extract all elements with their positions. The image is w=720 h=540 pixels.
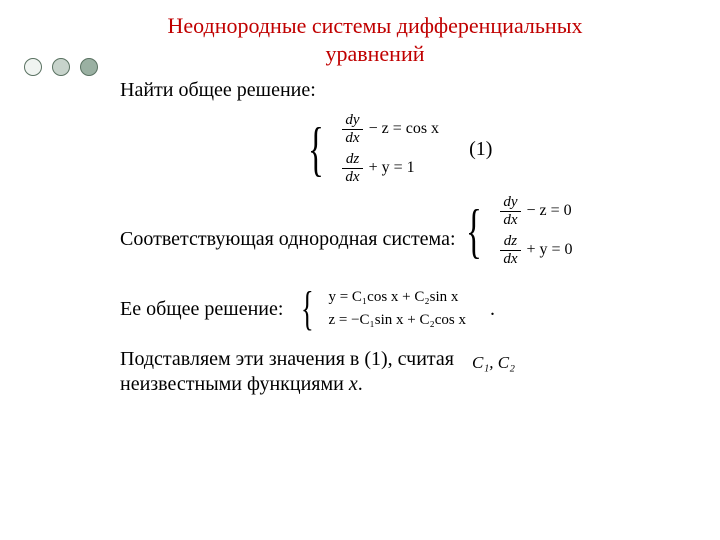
left-brace-icon: {: [466, 213, 482, 249]
eq1-line2: dz dx + y = 1: [340, 152, 439, 185]
eq2-line1: dy dx − z = 0: [498, 195, 572, 228]
equation-system-2: { dy dx − z = 0 dz dx + y = 0: [466, 195, 573, 267]
homogeneous-system-row: Соответствующая однородная система: { dy…: [120, 203, 680, 275]
left-brace-icon: {: [301, 295, 314, 324]
equation-system-1: { dy dx − z = cos x dz dx + y = 1: [120, 113, 680, 185]
substitution-text: Подставляем эти значения в (1), считая н…: [120, 347, 454, 397]
equation-system-3: { y = C₁cos x + C₂sin x z = −C₁sin x + C…: [301, 289, 466, 329]
prompt-text: Найти общее решение:: [120, 78, 680, 103]
eq1-line1: dy dx − z = cos x: [340, 113, 439, 146]
bullet-dot-2: [52, 58, 70, 76]
homogeneous-text: Соответствующая однородная система:: [120, 227, 456, 252]
bullet-dot-3: [80, 58, 98, 76]
slide: Неоднородные системы дифференциальных ур…: [0, 0, 720, 540]
eq2-line2: dz dx + y = 0: [498, 234, 572, 267]
slide-body: Найти общее решение: { dy dx − z = cos x…: [120, 78, 680, 397]
decorative-bullets: [24, 58, 104, 76]
eq3-line2: z = −C₁sin x + C₂cos x: [328, 312, 466, 329]
general-solution-text: Ее общее решение:: [120, 297, 283, 322]
slide-title: Неоднородные системы дифференциальных ур…: [120, 12, 630, 67]
equation-label-1: (1): [469, 138, 492, 161]
general-solution-row: Ее общее решение: { y = C₁cos x + C₂sin …: [120, 289, 680, 329]
bullet-dot-1: [24, 58, 42, 76]
substitution-row: Подставляем эти значения в (1), считая н…: [120, 347, 680, 397]
constants-c1-c2: C₁, C₂: [472, 353, 515, 373]
eq3-line1: y = C₁cos x + C₂sin x: [328, 289, 466, 306]
trailing-dot: .: [490, 298, 495, 321]
left-brace-icon: {: [308, 131, 324, 167]
